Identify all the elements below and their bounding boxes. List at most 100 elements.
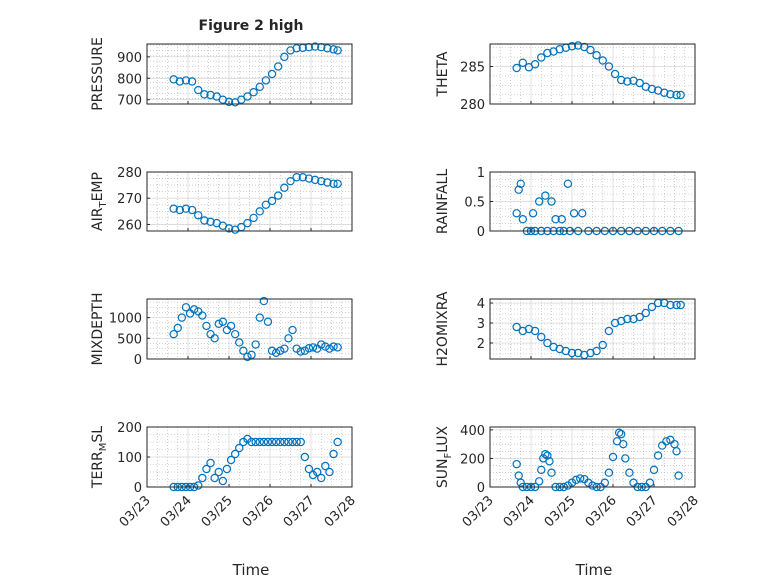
data-point: [271, 437, 281, 447]
data-point: [288, 437, 297, 447]
data-point: [541, 191, 550, 200]
data-point: [181, 204, 191, 213]
data-point: [329, 449, 338, 459]
data-point: [263, 437, 273, 447]
data-point: [641, 308, 651, 318]
data-point: [676, 90, 685, 100]
data-point: [200, 216, 209, 225]
data-point: [592, 51, 601, 60]
data-point: [662, 437, 671, 446]
data-point: [323, 44, 332, 53]
plot-area: [146, 171, 353, 232]
data-point: [276, 437, 285, 447]
data-point: [243, 218, 252, 228]
subplot-h2omixra: 2 3 4 H2OMIXRA: [435, 291, 696, 367]
x-axis-label-right: Time: [575, 561, 613, 579]
data-point: [333, 46, 342, 55]
data-point: [304, 344, 314, 353]
data-point: [512, 63, 521, 73]
data-point: [286, 176, 295, 186]
data-point: [304, 174, 314, 183]
data-point: [296, 347, 305, 356]
x-tick-label: 03/24: [158, 493, 195, 530]
y-axis-label: MIXDEPTH: [90, 293, 106, 366]
y-tick-label: 4: [477, 297, 485, 312]
x-tick-label: 03/26: [583, 493, 620, 530]
axes-border: [146, 298, 353, 360]
data-point: [610, 69, 620, 79]
data-point: [202, 321, 211, 331]
data-point: [308, 343, 318, 352]
data-point: [206, 458, 215, 468]
data-point: [325, 467, 334, 477]
data-point: [666, 300, 675, 310]
data-point: [621, 454, 630, 463]
data-point: [194, 481, 203, 490]
data-point: [187, 205, 197, 215]
data-point: [226, 455, 236, 465]
data-point: [598, 340, 607, 350]
data-point: [235, 443, 244, 453]
data-point: [194, 211, 203, 220]
data-point: [239, 346, 248, 355]
data-point: [214, 467, 223, 477]
data-point: [598, 56, 607, 65]
data-point: [535, 477, 544, 486]
y-axis-label: RAINFALL: [435, 169, 451, 234]
data-point: [280, 437, 289, 447]
x-tick-label: 03/24: [501, 493, 538, 530]
axes-border: [489, 43, 696, 105]
data-point: [247, 437, 256, 447]
data-point: [676, 300, 685, 310]
data-point: [569, 209, 579, 218]
data-point: [535, 197, 544, 206]
axes-border: [489, 426, 696, 488]
y-axis-label: H2OMIXRA: [435, 291, 451, 366]
data-point: [672, 90, 681, 100]
data-point: [235, 338, 244, 347]
data-point: [300, 452, 310, 462]
y-tick-label: 0: [134, 353, 142, 368]
data-point: [576, 474, 585, 483]
data-point: [280, 183, 289, 192]
data-point: [623, 77, 632, 86]
data-point: [210, 334, 219, 343]
y-tick-label: 3: [477, 317, 485, 332]
y-tick-label: 900: [117, 51, 142, 66]
data-point: [200, 90, 209, 99]
data-point: [333, 343, 342, 352]
data-point: [516, 179, 525, 188]
data-point: [617, 75, 626, 85]
figure-title: Figure 2 high: [199, 18, 304, 34]
y-tick-label: 200: [460, 452, 485, 467]
data-point: [625, 468, 634, 477]
data-point: [296, 437, 305, 447]
x-tick-label: 03/23: [117, 493, 154, 530]
data-point: [259, 437, 269, 447]
data-point: [333, 437, 342, 447]
data-point: [547, 197, 556, 206]
data-point: [604, 326, 614, 336]
data-point: [512, 322, 521, 332]
data-point: [284, 334, 293, 343]
data-point: [267, 346, 277, 355]
data-point: [592, 346, 601, 356]
data-point: [247, 350, 256, 360]
y-axis-label: TERRMSL: [90, 426, 109, 489]
y-tick-label: 100: [117, 451, 142, 466]
y-tick-label: 260: [117, 218, 142, 233]
data-point: [292, 437, 301, 447]
data-point: [551, 214, 560, 224]
data-point: [329, 179, 338, 188]
data-point: [255, 82, 264, 92]
data-point: [206, 217, 215, 227]
data-point: [512, 209, 521, 218]
data-point: [267, 69, 277, 79]
data-point: [310, 175, 320, 185]
data-point: [600, 478, 610, 487]
data-point: [261, 76, 271, 85]
data-point: [177, 313, 187, 322]
data-point: [586, 45, 595, 55]
data-point: [261, 200, 271, 209]
data-point: [672, 300, 681, 310]
